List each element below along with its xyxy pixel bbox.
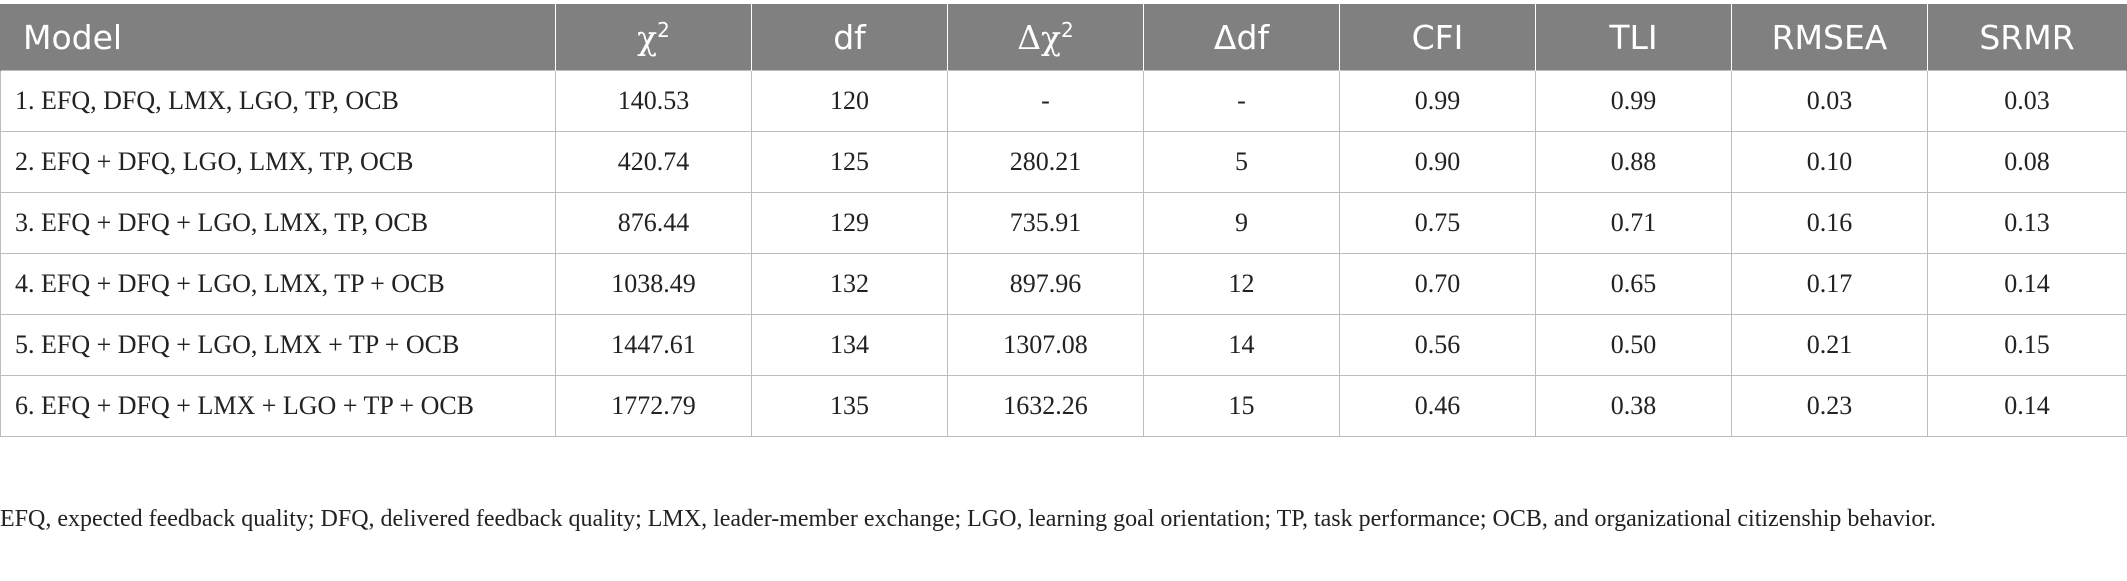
header-delta-df: Δdf bbox=[1143, 4, 1340, 71]
cell-rmsea: 0.03 bbox=[1731, 70, 1928, 132]
cell-cfi: 0.99 bbox=[1339, 70, 1536, 132]
cell-model: 3. EFQ + DFQ + LGO, LMX, TP, OCB bbox=[0, 192, 556, 254]
cell-delta-df: 14 bbox=[1143, 314, 1340, 376]
cell-srmr: 0.13 bbox=[1927, 192, 2127, 254]
header-tli: TLI bbox=[1535, 4, 1732, 71]
cell-df: 120 bbox=[751, 70, 948, 132]
cell-delta-chi-square: 897.96 bbox=[947, 253, 1144, 315]
cell-df: 132 bbox=[751, 253, 948, 315]
cell-cfi: 0.75 bbox=[1339, 192, 1536, 254]
cell-srmr: 0.14 bbox=[1927, 375, 2127, 437]
cell-delta-chi-square: - bbox=[947, 70, 1144, 132]
cell-df: 135 bbox=[751, 375, 948, 437]
table-row: 6. EFQ + DFQ + LMX + LGO + TP + OCB 1772… bbox=[0, 375, 2127, 437]
cell-chi-square: 140.53 bbox=[555, 70, 752, 132]
table-row: 5. EFQ + DFQ + LGO, LMX + TP + OCB 1447.… bbox=[0, 314, 2127, 376]
header-df: df bbox=[751, 4, 948, 71]
cell-df: 129 bbox=[751, 192, 948, 254]
cell-cfi: 0.90 bbox=[1339, 131, 1536, 193]
cell-delta-chi-square: 735.91 bbox=[947, 192, 1144, 254]
header-cfi: CFI bbox=[1339, 4, 1536, 71]
cell-cfi: 0.46 bbox=[1339, 375, 1536, 437]
cell-delta-chi-square: 1307.08 bbox=[947, 314, 1144, 376]
cell-tli: 0.99 bbox=[1535, 70, 1732, 132]
cell-delta-chi-square: 1632.26 bbox=[947, 375, 1144, 437]
table-row: 4. EFQ + DFQ + LGO, LMX, TP + OCB 1038.4… bbox=[0, 253, 2127, 315]
cell-delta-df: 15 bbox=[1143, 375, 1340, 437]
cell-tli: 0.65 bbox=[1535, 253, 1732, 315]
header-chi-square-exponent: 2 bbox=[657, 17, 670, 42]
table-row: 1. EFQ, DFQ, LMX, LGO, TP, OCB 140.53 12… bbox=[0, 70, 2127, 132]
cell-model: 4. EFQ + DFQ + LGO, LMX, TP + OCB bbox=[0, 253, 556, 315]
cell-delta-df: 9 bbox=[1143, 192, 1340, 254]
table-row: 3. EFQ + DFQ + LGO, LMX, TP, OCB 876.44 … bbox=[0, 192, 2127, 254]
cell-tli: 0.71 bbox=[1535, 192, 1732, 254]
cell-chi-square: 1038.49 bbox=[555, 253, 752, 315]
header-row: Model χ2 df Δχ2 Δdf CFI TLI RMSEA SRMR bbox=[0, 4, 2127, 71]
cell-delta-chi-square: 280.21 bbox=[947, 131, 1144, 193]
header-chi-square-symbol: χ bbox=[637, 17, 658, 57]
table-row: 2. EFQ + DFQ, LGO, LMX, TP, OCB 420.74 1… bbox=[0, 131, 2127, 193]
cell-chi-square: 1772.79 bbox=[555, 375, 752, 437]
cell-chi-square: 876.44 bbox=[555, 192, 752, 254]
cell-model: 1. EFQ, DFQ, LMX, LGO, TP, OCB bbox=[0, 70, 556, 132]
cell-cfi: 0.56 bbox=[1339, 314, 1536, 376]
cell-model: 5. EFQ + DFQ + LGO, LMX + TP + OCB bbox=[0, 314, 556, 376]
table-footnote: EFQ, expected feedback quality; DFQ, del… bbox=[0, 506, 1936, 532]
cell-model: 6. EFQ + DFQ + LMX + LGO + TP + OCB bbox=[0, 375, 556, 437]
header-delta-chi-square: Δχ2 bbox=[947, 4, 1144, 71]
header-delta-chi-square-symbol: Δχ bbox=[1017, 17, 1062, 57]
header-delta-chi-square-exponent: 2 bbox=[1061, 17, 1074, 42]
cell-rmsea: 0.23 bbox=[1731, 375, 1928, 437]
cell-chi-square: 420.74 bbox=[555, 131, 752, 193]
header-model: Model bbox=[0, 4, 556, 71]
table-body: 1. EFQ, DFQ, LMX, LGO, TP, OCB 140.53 12… bbox=[0, 70, 2127, 437]
table-header: Model χ2 df Δχ2 Δdf CFI TLI RMSEA SRMR bbox=[0, 4, 2127, 71]
cell-rmsea: 0.16 bbox=[1731, 192, 1928, 254]
header-chi-square: χ2 bbox=[555, 4, 752, 71]
model-comparison-table: Model χ2 df Δχ2 Δdf CFI TLI RMSEA SRMR 1… bbox=[0, 4, 2127, 437]
cell-tli: 0.38 bbox=[1535, 375, 1732, 437]
cell-model: 2. EFQ + DFQ, LGO, LMX, TP, OCB bbox=[0, 131, 556, 193]
cell-srmr: 0.03 bbox=[1927, 70, 2127, 132]
cell-delta-df: 12 bbox=[1143, 253, 1340, 315]
cell-rmsea: 0.10 bbox=[1731, 131, 1928, 193]
cell-cfi: 0.70 bbox=[1339, 253, 1536, 315]
cell-df: 125 bbox=[751, 131, 948, 193]
cell-rmsea: 0.17 bbox=[1731, 253, 1928, 315]
cell-df: 134 bbox=[751, 314, 948, 376]
cell-chi-square: 1447.61 bbox=[555, 314, 752, 376]
cell-tli: 0.50 bbox=[1535, 314, 1732, 376]
cell-srmr: 0.15 bbox=[1927, 314, 2127, 376]
cell-srmr: 0.08 bbox=[1927, 131, 2127, 193]
cell-delta-df: - bbox=[1143, 70, 1340, 132]
cell-tli: 0.88 bbox=[1535, 131, 1732, 193]
cell-rmsea: 0.21 bbox=[1731, 314, 1928, 376]
cell-delta-df: 5 bbox=[1143, 131, 1340, 193]
header-srmr: SRMR bbox=[1927, 4, 2127, 71]
cell-srmr: 0.14 bbox=[1927, 253, 2127, 315]
header-rmsea: RMSEA bbox=[1731, 4, 1928, 71]
